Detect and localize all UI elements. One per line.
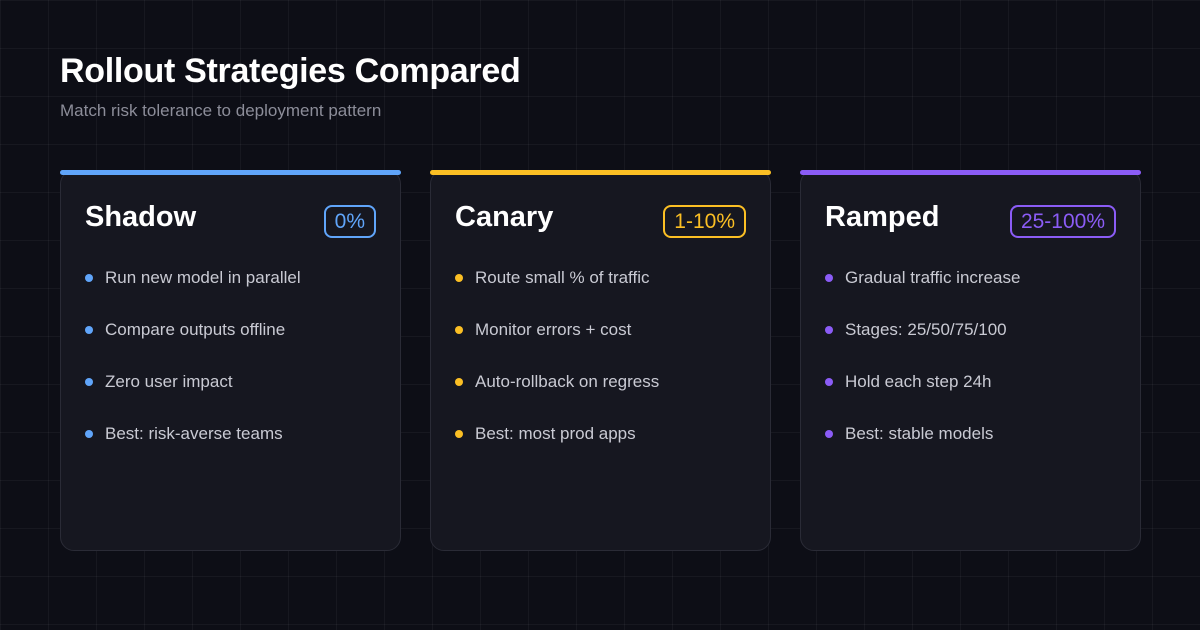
bullet-dot-icon [455,274,463,282]
list-item: Run new model in parallel [85,265,301,291]
feature-list: Run new model in parallel Compare output… [85,265,301,473]
list-item-text: Hold each step 24h [845,372,992,391]
traffic-badge: 25-100% [1009,205,1116,238]
bullet-dot-icon [825,274,833,282]
list-item-text: Gradual traffic increase [845,268,1021,287]
list-item-text: Route small % of traffic [475,268,650,287]
bullet-dot-icon [85,378,93,386]
list-item-text: Best: risk-averse teams [105,424,283,443]
list-item: Zero user impact [85,369,301,395]
list-item-text: Compare outputs offline [105,320,286,339]
list-item: Auto-rollback on regress [455,369,659,395]
list-item-text: Stages: 25/50/75/100 [845,320,1007,339]
list-item: Route small % of traffic [455,265,659,291]
page-subtitle: Match risk tolerance to deployment patte… [60,101,382,120]
card-accent-bar [800,170,1141,175]
strategy-card-shadow: Shadow 0% Run new model in parallel Comp… [60,170,401,551]
card-accent-bar [60,170,401,175]
bullet-dot-icon [85,274,93,282]
strategy-card-ramped: Ramped 25-100% Gradual traffic increase … [800,170,1141,551]
bullet-dot-icon [825,430,833,438]
card-title: Canary [455,201,554,233]
list-item: Best: most prod apps [455,421,659,447]
list-item-text: Monitor errors + cost [475,320,632,339]
card-accent-bar [430,170,771,175]
bullet-dot-icon [825,326,833,334]
list-item: Compare outputs offline [85,317,301,343]
bullet-dot-icon [85,430,93,438]
card-title: Shadow [85,201,197,233]
bullet-dot-icon [85,326,93,334]
list-item-text: Zero user impact [105,372,233,391]
feature-list: Gradual traffic increase Stages: 25/50/7… [825,265,1020,473]
list-item-text: Auto-rollback on regress [475,372,660,391]
list-item-text: Run new model in parallel [105,268,301,287]
list-item: Gradual traffic increase [825,265,1020,291]
list-item: Stages: 25/50/75/100 [825,317,1020,343]
list-item: Monitor errors + cost [455,317,659,343]
list-item: Best: stable models [825,421,1020,447]
bullet-dot-icon [455,326,463,334]
bullet-dot-icon [455,378,463,386]
strategy-card-canary: Canary 1-10% Route small % of traffic Mo… [430,170,771,551]
traffic-badge: 1-10% [663,205,746,238]
page-title: Rollout Strategies Compared [60,52,521,90]
list-item-text: Best: most prod apps [475,424,636,443]
bullet-dot-icon [825,378,833,386]
feature-list: Route small % of traffic Monitor errors … [455,265,659,473]
bullet-dot-icon [455,430,463,438]
list-item-text: Best: stable models [845,424,994,443]
traffic-badge: 0% [323,205,376,238]
card-title: Ramped [825,201,940,233]
list-item: Best: risk-averse teams [85,421,301,447]
list-item: Hold each step 24h [825,369,1020,395]
